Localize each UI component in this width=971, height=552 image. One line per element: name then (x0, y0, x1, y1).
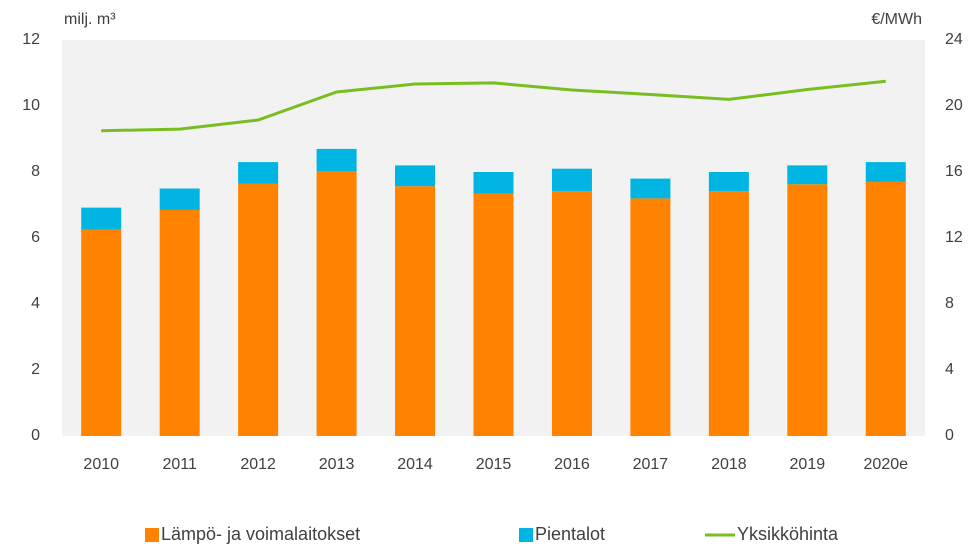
bar (238, 183, 279, 436)
y2-tick-label: 0 (945, 427, 954, 444)
y-axis-label: milj. m³ (64, 11, 116, 28)
y-tick-label: 6 (31, 229, 40, 246)
x-tick-label: 2016 (554, 456, 590, 473)
y-tick-label: 2 (31, 361, 40, 378)
legend-swatch (145, 528, 159, 542)
bar (159, 209, 200, 436)
x-tick-label: 2012 (240, 456, 276, 473)
bar (630, 198, 671, 436)
x-tick-label: 2010 (83, 456, 119, 473)
bar (787, 184, 828, 436)
x-tick-label: 2015 (476, 456, 512, 473)
y2-tick-label: 4 (945, 361, 954, 378)
legend-label: Yksikköhinta (737, 524, 839, 544)
bar (316, 148, 357, 172)
y2-tick-label: 8 (945, 295, 954, 312)
bar (395, 165, 436, 187)
bar (159, 188, 200, 210)
bar (316, 171, 357, 436)
bar (630, 178, 671, 199)
bar (865, 181, 906, 436)
y2-tick-label: 24 (945, 31, 963, 48)
y2-tick-label: 20 (945, 97, 963, 114)
bar (865, 162, 906, 182)
bar (551, 168, 592, 192)
x-tick-label: 2014 (397, 456, 433, 473)
line (101, 79, 886, 133)
y-tick-label: 4 (31, 295, 40, 312)
y2-axis-label: €/MWh (871, 11, 922, 28)
bar (238, 162, 279, 184)
y-tick-label: 12 (22, 31, 40, 48)
x-tick-label: 2018 (711, 456, 747, 473)
x-tick-label: 2020e (864, 456, 909, 473)
x-tick-label: 2013 (319, 456, 355, 473)
y2-tick-label: 16 (945, 163, 963, 180)
bar (473, 172, 514, 194)
y-tick-label: 8 (31, 163, 40, 180)
x-tick-label: 2019 (790, 456, 826, 473)
bar (395, 186, 436, 436)
y-tick-label: 10 (22, 97, 40, 114)
x-tick-label: 2011 (162, 456, 197, 473)
bar (473, 193, 514, 436)
y-tick-label: 0 (31, 427, 40, 444)
x-tick-label: 2017 (633, 456, 669, 473)
y2-tick-label: 12 (945, 229, 963, 246)
bar (551, 191, 592, 436)
bar (708, 191, 749, 436)
legend-swatch (519, 528, 533, 542)
legend-label: Pientalot (535, 524, 605, 544)
bar (708, 172, 749, 192)
bar (81, 229, 122, 436)
bar (81, 207, 122, 230)
bar (787, 165, 828, 185)
legend-label: Lämpö- ja voimalaitokset (161, 524, 360, 544)
